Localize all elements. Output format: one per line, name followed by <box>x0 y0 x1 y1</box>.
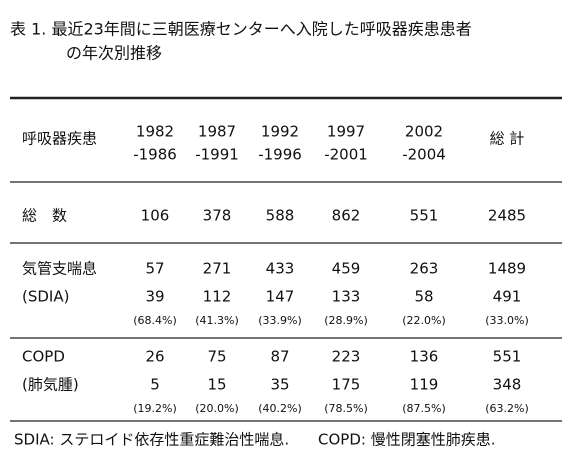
percent: (20.0%) <box>195 402 239 415</box>
percent: (63.2%) <box>485 402 529 415</box>
cell: 26 <box>145 348 164 366</box>
row-label: 気管支喘息 <box>22 260 97 278</box>
cell: 433 <box>266 260 295 278</box>
cell: 588 <box>266 207 295 225</box>
percent: (22.0%) <box>402 314 446 327</box>
cell: 459 <box>332 260 361 278</box>
percent: (87.5%) <box>402 402 446 415</box>
row-sublabel: (SDIA) <box>22 288 69 306</box>
header-label: 呼吸器疾患 <box>22 130 97 148</box>
cell: 147 <box>266 288 295 306</box>
cell: 5 <box>150 376 160 394</box>
header-end: -2004 <box>402 146 446 164</box>
header-start: 2002 <box>405 123 443 141</box>
cell: 271 <box>203 260 232 278</box>
cell: 87 <box>270 348 289 366</box>
cell: 75 <box>207 348 226 366</box>
cell: 175 <box>332 376 361 394</box>
footnote: SDIA: ステロイド依存性重症難治性喘息. <box>14 431 289 449</box>
footnote: COPD: 慢性閉塞性肺疾患. <box>318 431 495 449</box>
cell: 263 <box>410 260 439 278</box>
header-end: -2001 <box>324 146 368 164</box>
header-total: 総 計 <box>490 130 525 148</box>
row-label: 総 数 <box>22 207 67 225</box>
cell: 57 <box>145 260 164 278</box>
cell: 223 <box>332 348 361 366</box>
cell: 1489 <box>488 260 526 278</box>
title-line: 表 1. 最近23年間に三朝医療センターへ入院した呼吸器疾患患者 <box>10 20 472 39</box>
header-start: 1987 <box>198 123 236 141</box>
header-start: 1997 <box>327 123 365 141</box>
percent: (68.4%) <box>133 314 177 327</box>
cell: 348 <box>493 376 522 394</box>
percent: (33.0%) <box>485 314 529 327</box>
percent: (19.2%) <box>133 402 177 415</box>
cell: 15 <box>207 376 226 394</box>
percent: (78.5%) <box>324 402 368 415</box>
row-label: COPD <box>22 348 65 366</box>
cell: 378 <box>203 207 232 225</box>
percent: (33.9%) <box>258 314 302 327</box>
cell: 106 <box>141 207 170 225</box>
cell: 35 <box>270 376 289 394</box>
cell: 862 <box>332 207 361 225</box>
header-start: 1982 <box>136 123 174 141</box>
percent: (28.9%) <box>324 314 368 327</box>
header-start: 1992 <box>261 123 299 141</box>
percent: (41.3%) <box>195 314 239 327</box>
cell: 133 <box>332 288 361 306</box>
cell: 136 <box>410 348 439 366</box>
percent: (40.2%) <box>258 402 302 415</box>
cell: 39 <box>145 288 164 306</box>
row-sublabel: (肺気腫) <box>22 376 79 394</box>
title-line: の年次別推移 <box>66 44 162 63</box>
header-end: -1986 <box>133 146 177 164</box>
cell: 2485 <box>488 207 526 225</box>
cell: 112 <box>203 288 232 306</box>
cell: 551 <box>410 207 439 225</box>
cell: 491 <box>493 288 522 306</box>
cell: 551 <box>493 348 522 366</box>
header-end: -1996 <box>258 146 302 164</box>
header-end: -1991 <box>195 146 239 164</box>
cell: 119 <box>410 376 439 394</box>
cell: 58 <box>414 288 433 306</box>
